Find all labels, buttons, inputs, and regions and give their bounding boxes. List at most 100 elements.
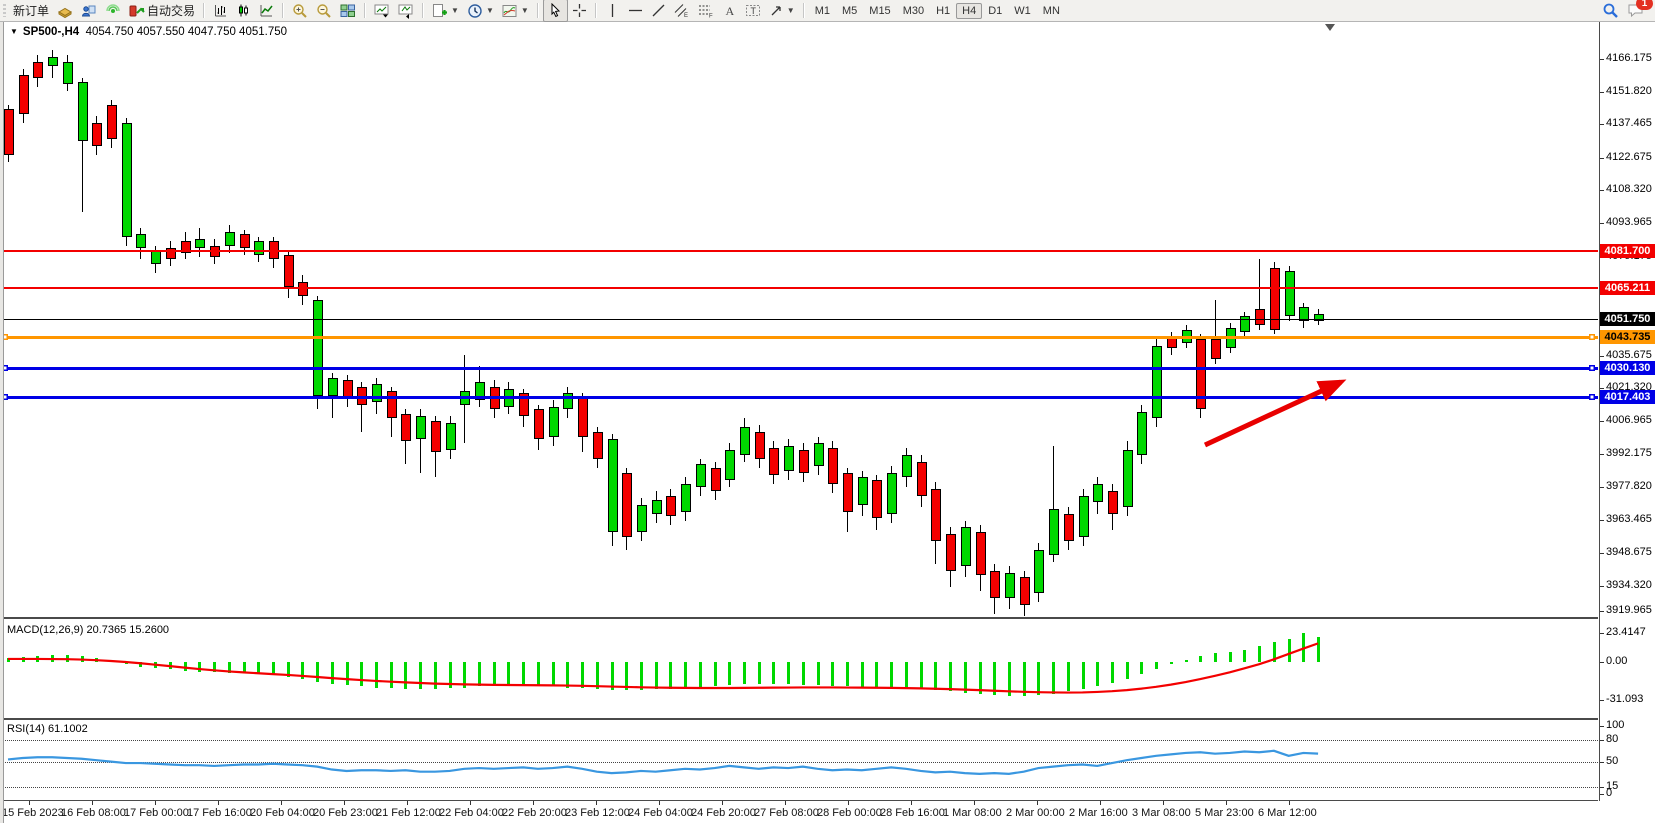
horizontal-line-4065.211[interactable] xyxy=(0,287,1598,290)
price-tick-label: 4137.465 xyxy=(1606,117,1652,130)
text-label-tool[interactable]: T xyxy=(741,0,765,21)
macd-histogram-bar xyxy=(7,658,10,662)
macd-histogram-bar xyxy=(492,662,496,687)
time-tick xyxy=(533,801,534,805)
time-label: 16 Feb 08:00 xyxy=(61,807,126,819)
zoom-out-button[interactable] xyxy=(312,0,336,21)
vertical-line-tool[interactable] xyxy=(601,0,624,21)
timeframe-M30[interactable]: M30 xyxy=(902,4,925,17)
text-tool[interactable]: A xyxy=(718,0,741,21)
price-pane[interactable] xyxy=(0,22,1598,617)
macd-histogram-bar xyxy=(183,662,187,671)
tile-windows-button[interactable] xyxy=(336,0,360,21)
macd-axis-label: 23.4147 xyxy=(1606,626,1646,639)
macd-indicator-label: MACD(12,26,9) 20.7365 15.2600 xyxy=(7,624,170,636)
timeframe-MN[interactable]: MN xyxy=(1042,4,1060,17)
candle xyxy=(283,254,294,287)
timeframe-D1[interactable]: D1 xyxy=(988,4,1003,17)
macd-histogram-bar xyxy=(286,662,290,677)
candle xyxy=(740,427,750,455)
crosshair-tool-button[interactable] xyxy=(568,0,591,21)
price-badge-4051.750: 4051.750 xyxy=(1600,312,1655,326)
time-tick xyxy=(1037,801,1038,805)
macd-histogram-bar xyxy=(1243,649,1247,662)
profile-icon[interactable] xyxy=(77,0,101,21)
trendline-tool[interactable] xyxy=(647,0,670,21)
candle xyxy=(1137,411,1148,455)
line-handle[interactable] xyxy=(1589,334,1595,341)
svg-text:A: A xyxy=(725,4,734,18)
price-tick-label: 3963.465 xyxy=(1606,512,1652,525)
search-icon[interactable] xyxy=(1598,0,1623,21)
price-tick-label: 4151.820 xyxy=(1606,84,1652,97)
macd-histogram-bar xyxy=(801,662,805,686)
macd-histogram-bar xyxy=(242,662,246,673)
macd-histogram-bar xyxy=(345,662,349,686)
timeframe-H1[interactable]: H1 xyxy=(936,4,951,17)
macd-histogram-bar xyxy=(963,662,967,693)
cursor-tool-button[interactable] xyxy=(542,0,568,22)
chart-window[interactable]: ▼ SP500-,H4 4054.750 4057.550 4047.750 40… xyxy=(0,22,1655,823)
line-handle[interactable] xyxy=(1589,394,1595,401)
macd-histogram-bar xyxy=(772,662,776,684)
autotrading-button[interactable]: 自动交易 xyxy=(125,0,199,21)
candle xyxy=(828,447,839,485)
line-handle[interactable] xyxy=(2,334,8,341)
timeframe-W1[interactable]: W1 xyxy=(1014,4,1031,17)
zoom-in-button[interactable] xyxy=(288,0,312,21)
chart-shift-button[interactable] xyxy=(394,0,418,21)
macd-histogram-bar xyxy=(139,662,143,667)
macd-histogram-bar xyxy=(993,662,997,695)
chart-ohlc-values: 4054.750 4057.550 4047.750 4051.750 xyxy=(85,26,288,38)
macd-pane[interactable] xyxy=(0,619,1598,718)
chat-icon[interactable]: 1 xyxy=(1623,0,1653,21)
line-chart-button[interactable] xyxy=(255,0,278,21)
horizontal-line-4043.735[interactable] xyxy=(0,335,1598,339)
horizontal-line-4017.403[interactable] xyxy=(0,395,1598,399)
horizontal-line-4081.700[interactable] xyxy=(0,249,1598,252)
auto-scroll-button[interactable] xyxy=(370,0,394,21)
bar-chart-button[interactable] xyxy=(209,0,232,21)
signals-icon[interactable] xyxy=(101,0,125,21)
timeframe-M15[interactable]: M15 xyxy=(869,4,891,17)
macd-histogram-bar xyxy=(743,662,746,684)
rsi-pane[interactable] xyxy=(0,720,1598,800)
new-chart-button[interactable]: ▼ xyxy=(428,0,463,21)
price-badge-4081.700: 4081.700 xyxy=(1600,243,1655,258)
candle xyxy=(401,413,412,442)
time-label: 15 Feb 2023 xyxy=(2,807,64,819)
arrows-tool[interactable]: ▼ xyxy=(765,0,799,21)
line-handle[interactable] xyxy=(2,394,8,401)
candle xyxy=(975,532,986,576)
timeframe-H4[interactable]: H4 xyxy=(956,2,983,19)
macd-histogram-bar xyxy=(51,654,55,662)
time-label: 27 Feb 08:00 xyxy=(754,807,819,819)
candle xyxy=(813,443,824,467)
macd-histogram-bar xyxy=(654,662,658,689)
horizontal-line-tool[interactable] xyxy=(624,0,647,21)
indicators-button[interactable]: ▼ xyxy=(498,0,533,21)
equidistant-channel-tool[interactable]: E xyxy=(670,0,694,21)
chart-shift-marker[interactable] xyxy=(1325,24,1335,31)
rsi-axis-label: 15 xyxy=(1606,779,1619,792)
pane-separator[interactable] xyxy=(0,718,1598,720)
line-handle[interactable] xyxy=(2,365,8,372)
timeframe-M1[interactable]: M1 xyxy=(814,4,830,17)
fibonacci-tool[interactable]: F xyxy=(694,0,718,21)
candle-wick xyxy=(1053,445,1055,562)
new-order-button[interactable]: 新订单 xyxy=(13,4,50,18)
macd-histogram-bar xyxy=(330,662,334,684)
horizontal-line-4051.750[interactable] xyxy=(0,318,1598,320)
horizontal-line-4030.130[interactable] xyxy=(0,366,1598,370)
timeframe-M5[interactable]: M5 xyxy=(842,4,858,17)
candle xyxy=(33,61,44,78)
line-handle[interactable] xyxy=(1589,365,1595,372)
candlestick-chart-button[interactable] xyxy=(232,0,255,21)
pane-separator[interactable] xyxy=(0,617,1598,619)
gold-icon xyxy=(58,7,73,18)
chevron-down-icon[interactable]: ▼ xyxy=(10,27,18,36)
candle xyxy=(151,250,162,264)
market-watch-icon[interactable] xyxy=(53,0,77,21)
price-tick xyxy=(1600,124,1604,126)
period-button[interactable]: ▼ xyxy=(463,0,498,21)
